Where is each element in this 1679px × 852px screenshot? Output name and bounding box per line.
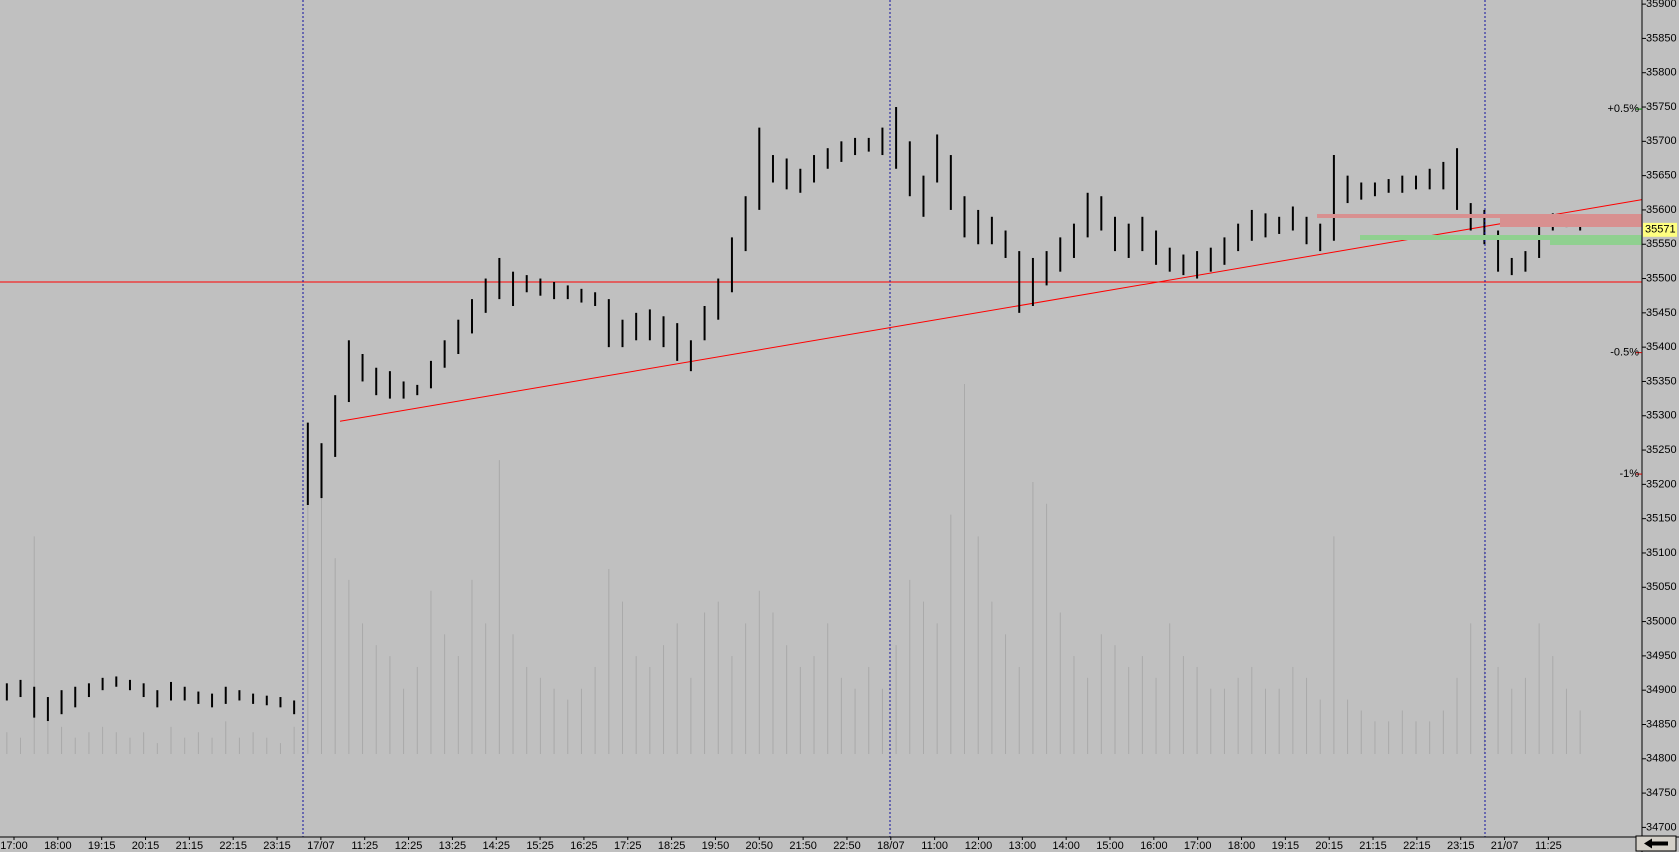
x-tick-label: 16:25: [570, 840, 598, 852]
x-tick-label: 13:00: [1009, 840, 1037, 852]
profile-band: [1360, 235, 1642, 240]
y-tick-label: 35450: [1646, 307, 1677, 319]
scroll-button[interactable]: [1635, 835, 1677, 852]
y-tick-label: 35550: [1646, 238, 1677, 250]
x-tick-label: 20:50: [746, 840, 774, 852]
level-label: +0.5%: [1608, 103, 1640, 115]
y-tick-label: 35700: [1646, 135, 1677, 147]
x-tick-label: 12:00: [965, 840, 993, 852]
y-tick-label: 35350: [1646, 375, 1677, 387]
profile-band: [1317, 214, 1642, 218]
x-tick-label: 21:50: [789, 840, 817, 852]
y-tick-label: 35600: [1646, 204, 1677, 216]
y-tick-label: 35850: [1646, 32, 1677, 44]
level-label: -0.5%: [1610, 347, 1639, 359]
y-tick-label: 34750: [1646, 787, 1677, 799]
x-tick-label: 15:25: [526, 840, 554, 852]
x-tick-label: 18/07: [877, 840, 905, 852]
last-price-label: 35571: [1645, 224, 1676, 236]
x-tick-label: 23:15: [263, 840, 291, 852]
x-tick-label: 14:25: [482, 840, 510, 852]
y-tick-label: 35650: [1646, 170, 1677, 182]
y-tick-label: 35100: [1646, 547, 1677, 559]
x-tick-label: 22:15: [219, 840, 247, 852]
arrow-icon: [1644, 838, 1668, 849]
x-tick-label: 11:25: [1535, 840, 1562, 852]
x-tick-label: 14:00: [1052, 840, 1080, 852]
y-tick-label: 35250: [1646, 444, 1677, 456]
y-tick-label: 34700: [1646, 821, 1677, 833]
x-tick-label: 17:25: [614, 840, 642, 852]
y-tick-label: 35900: [1646, 0, 1677, 10]
x-tick-label: 22:50: [833, 840, 861, 852]
x-tick-label: 15:00: [1096, 840, 1124, 852]
x-tick-label: 19:50: [702, 840, 730, 852]
y-tick-label: 35300: [1646, 410, 1677, 422]
layers: [0, 107, 1643, 754]
x-tick-label: 21:15: [176, 840, 204, 852]
last-price-box: [1643, 222, 1677, 237]
y-tick-label: 34900: [1646, 684, 1677, 696]
y-tick-label: 35050: [1646, 581, 1677, 593]
x-tick-label: 18:00: [44, 840, 72, 852]
x-tick-label: 21:15: [1359, 840, 1387, 852]
x-tick-label: 12:25: [395, 840, 423, 852]
x-tick-label: 21/07: [1491, 840, 1519, 852]
y-tick-label: 35500: [1646, 272, 1677, 284]
x-tick-label: 18:00: [1228, 840, 1256, 852]
y-tick-label: 35750: [1646, 101, 1677, 113]
y-tick-label: 34800: [1646, 753, 1677, 765]
profile-band: [1550, 240, 1642, 245]
level-label: -1%: [1619, 468, 1639, 480]
y-tick-label: 35200: [1646, 478, 1677, 490]
x-tick-label: 13:25: [439, 840, 467, 852]
x-tick-label: 17:00: [0, 840, 28, 852]
x-tick-label: 19:15: [1272, 840, 1300, 852]
x-tick-label: 11:25: [351, 840, 378, 852]
x-tick-label: 22:15: [1403, 840, 1431, 852]
y-tick-label: 35000: [1646, 615, 1677, 627]
y-tick-label: 34850: [1646, 718, 1677, 730]
y-tick-label: 35150: [1646, 513, 1677, 525]
y-tick-label: 35800: [1646, 67, 1677, 79]
x-tick-label: 18:25: [658, 840, 686, 852]
y-tick-label: 35400: [1646, 341, 1677, 353]
x-tick-label: 20:15: [132, 840, 160, 852]
x-tick-label: 23:15: [1447, 840, 1475, 852]
profile-band: [1500, 218, 1642, 227]
x-tick-label: 17/07: [307, 840, 335, 852]
x-tick-label: 11:00: [921, 840, 948, 852]
x-tick-label: 19:15: [88, 840, 116, 852]
y-tick-label: 34950: [1646, 650, 1677, 662]
x-tick-label: 20:15: [1315, 840, 1343, 852]
x-tick-label: 16:00: [1140, 840, 1168, 852]
x-tick-label: 17:00: [1184, 840, 1212, 852]
